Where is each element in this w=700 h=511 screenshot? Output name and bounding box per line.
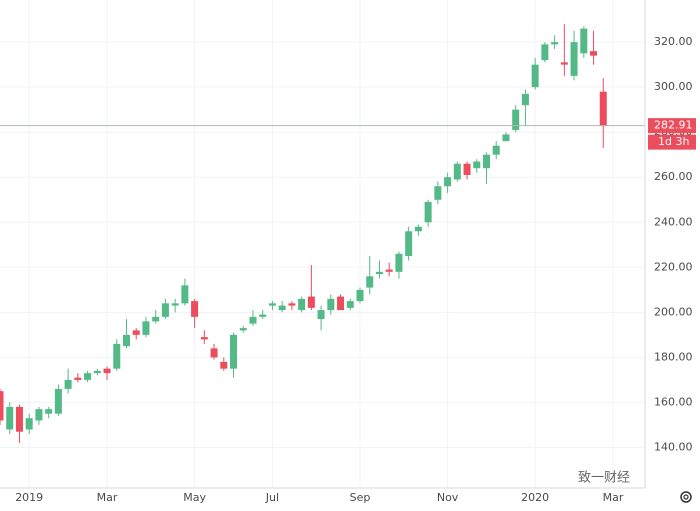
candle-body — [541, 44, 549, 61]
candle-body — [298, 298, 306, 311]
watermark: 致一财经 — [578, 471, 630, 486]
y-tick-label: 240.00 — [654, 215, 693, 228]
candle-body — [337, 296, 345, 311]
candle-body — [84, 373, 92, 380]
candle-body — [74, 377, 82, 380]
x-tick-label: 2020 — [521, 491, 549, 504]
candle-body — [288, 303, 296, 306]
candle-body — [512, 109, 520, 130]
candle-body — [6, 406, 14, 430]
candle-body — [230, 334, 238, 369]
candle-body — [492, 145, 500, 155]
candle-body — [356, 289, 364, 302]
candle-body — [424, 202, 432, 223]
candle-body — [346, 301, 354, 308]
candle-body — [210, 348, 218, 358]
candle-body — [25, 418, 33, 430]
axes: 140.00 160.00 180.00 200.00 220.00 240.00 260.… — [15, 35, 696, 504]
x-tick-label: Sep — [350, 491, 371, 504]
y-tick-label: 260.00 — [654, 170, 693, 183]
candle-body — [375, 271, 383, 275]
y-tick-label: 180.00 — [654, 350, 693, 363]
plot-area — [0, 24, 645, 443]
candle-body — [560, 62, 568, 65]
countdown-box — [648, 134, 696, 150]
candle-body — [64, 379, 72, 389]
candle-body — [570, 42, 578, 76]
x-tick-label: Jul — [265, 491, 279, 504]
candle-body — [317, 310, 325, 320]
y-tick-label: 320.00 — [654, 35, 693, 48]
candle-body — [239, 328, 247, 331]
candle-body — [15, 406, 23, 432]
candle-body — [113, 343, 121, 369]
candle-body — [249, 316, 257, 324]
candle-body — [122, 334, 130, 347]
candle-body — [531, 64, 539, 88]
candle-body — [580, 28, 588, 54]
candle-body — [259, 314, 267, 317]
candle-body — [103, 368, 111, 374]
candle-body — [35, 409, 43, 421]
candle-body — [152, 316, 160, 322]
countdown-label: 1d 3h — [658, 135, 689, 148]
candle-body — [142, 321, 150, 335]
candle-body — [521, 93, 529, 106]
candle-body — [551, 42, 559, 45]
y-tick-label: 300.00 — [654, 80, 693, 93]
candle-body — [434, 186, 442, 200]
candle-body — [93, 370, 101, 374]
x-tick-label: Nov — [437, 491, 459, 504]
candle-body — [385, 269, 393, 272]
candle-body — [366, 276, 374, 288]
candle-body — [268, 303, 276, 306]
x-tick-label: 2019 — [15, 491, 43, 504]
candle-body — [463, 163, 471, 175]
last-price-label: 282.91 — [654, 119, 693, 132]
candle-body — [327, 298, 335, 311]
candle-body — [220, 361, 228, 369]
candle-body — [171, 303, 179, 306]
y-tick-label: 160.00 — [654, 395, 693, 408]
candle-body — [502, 134, 510, 142]
candle-body — [405, 231, 413, 257]
candle-body — [0, 391, 4, 421]
candle-body — [54, 388, 62, 414]
x-tick-label: Mar — [603, 491, 624, 504]
candle-body — [395, 253, 403, 272]
candle-body — [414, 226, 422, 232]
y-tick-label: 140.00 — [654, 440, 693, 453]
y-tick-label: 220.00 — [654, 260, 693, 273]
last-price-box — [648, 118, 696, 134]
y-tick-label: 200.00 — [654, 305, 693, 318]
candle-body — [191, 301, 199, 317]
candle-body — [161, 303, 169, 317]
candle-body — [473, 161, 481, 169]
candle-body — [307, 296, 315, 308]
candle-body — [599, 91, 607, 126]
candle-body — [444, 177, 452, 187]
grid — [0, 0, 645, 488]
candle-body — [590, 51, 598, 56]
candle-body — [200, 337, 208, 340]
candle-body — [132, 330, 140, 335]
candle-body — [278, 305, 286, 311]
settings-icon[interactable] — [680, 491, 692, 503]
candle-body — [453, 163, 461, 180]
x-tick-label: Mar — [97, 491, 118, 504]
candle-body — [181, 285, 189, 304]
x-tick-label: May — [183, 491, 206, 504]
candle-body — [45, 409, 53, 414]
candle-body — [483, 154, 490, 169]
